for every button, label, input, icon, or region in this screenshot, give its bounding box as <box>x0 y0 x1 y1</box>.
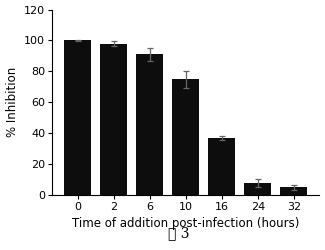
Bar <box>244 183 271 195</box>
Bar <box>136 54 163 195</box>
Text: 图 3: 图 3 <box>168 226 189 240</box>
Bar <box>64 40 91 195</box>
Bar <box>100 44 127 195</box>
Bar <box>208 138 235 195</box>
X-axis label: Time of addition post-infection (hours): Time of addition post-infection (hours) <box>72 218 300 230</box>
Bar <box>172 79 199 195</box>
Y-axis label: % Inhibition: % Inhibition <box>6 67 19 138</box>
Bar <box>280 187 307 195</box>
